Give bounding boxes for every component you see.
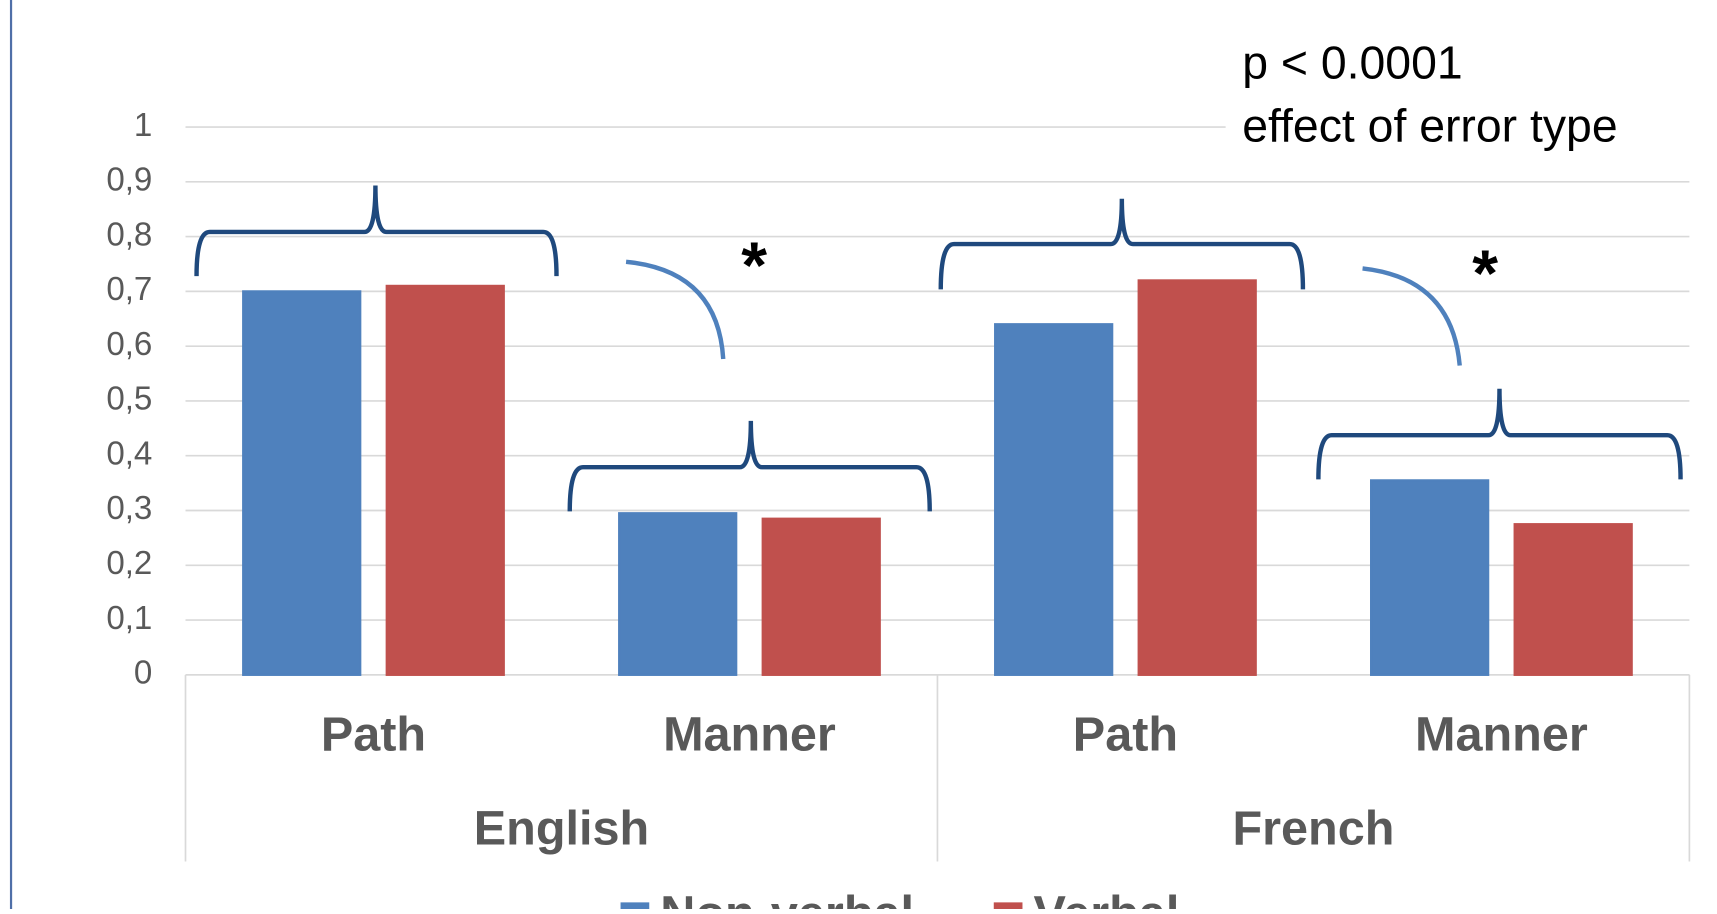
y-tick-label: 0,9 xyxy=(106,162,152,199)
group-label: French xyxy=(1232,802,1394,856)
legend-swatch xyxy=(620,902,650,914)
y-tick-label: 0,3 xyxy=(106,490,152,527)
y-tick-label: 0,5 xyxy=(106,381,152,418)
bracket xyxy=(938,198,1306,290)
significance-star: * xyxy=(741,229,767,303)
bar xyxy=(1370,479,1490,676)
bar xyxy=(1137,279,1257,676)
y-tick-label: 0,8 xyxy=(106,216,152,253)
group-label: English xyxy=(474,802,649,856)
y-tick-label: 0,4 xyxy=(106,435,152,472)
x-tick-label: Manner xyxy=(663,708,836,762)
y-tick-label: 0 xyxy=(134,655,152,692)
y-tick-label: 0,1 xyxy=(106,600,152,637)
x-tick-label: Path xyxy=(1073,708,1178,762)
bracket xyxy=(1316,388,1683,480)
legend-swatch xyxy=(993,902,1023,914)
bar xyxy=(618,512,738,676)
bracket xyxy=(194,185,559,277)
arc xyxy=(1362,266,1462,366)
legend-label: Non-verbal xyxy=(660,887,914,909)
x-tick-label: Path xyxy=(321,708,426,762)
y-tick-label: 0,6 xyxy=(106,326,152,363)
legend-label: Verbal xyxy=(1034,887,1180,909)
bar xyxy=(385,284,505,676)
annotation: effect of error type xyxy=(1242,99,1617,151)
y-tick-label: 1 xyxy=(134,107,152,144)
bar xyxy=(1513,523,1633,676)
bar xyxy=(761,517,881,676)
arc xyxy=(625,259,726,360)
bar xyxy=(994,323,1114,676)
significance-star: * xyxy=(1472,237,1498,311)
bracket xyxy=(567,420,932,512)
annotation-bg xyxy=(1225,38,1701,161)
annotation: p < 0.0001 xyxy=(1242,37,1462,89)
y-tick-label: 0,7 xyxy=(106,271,152,308)
bar xyxy=(242,290,362,676)
y-tick-label: 0,2 xyxy=(106,545,152,582)
x-tick-label: Manner xyxy=(1415,708,1588,762)
bars xyxy=(242,279,1633,676)
